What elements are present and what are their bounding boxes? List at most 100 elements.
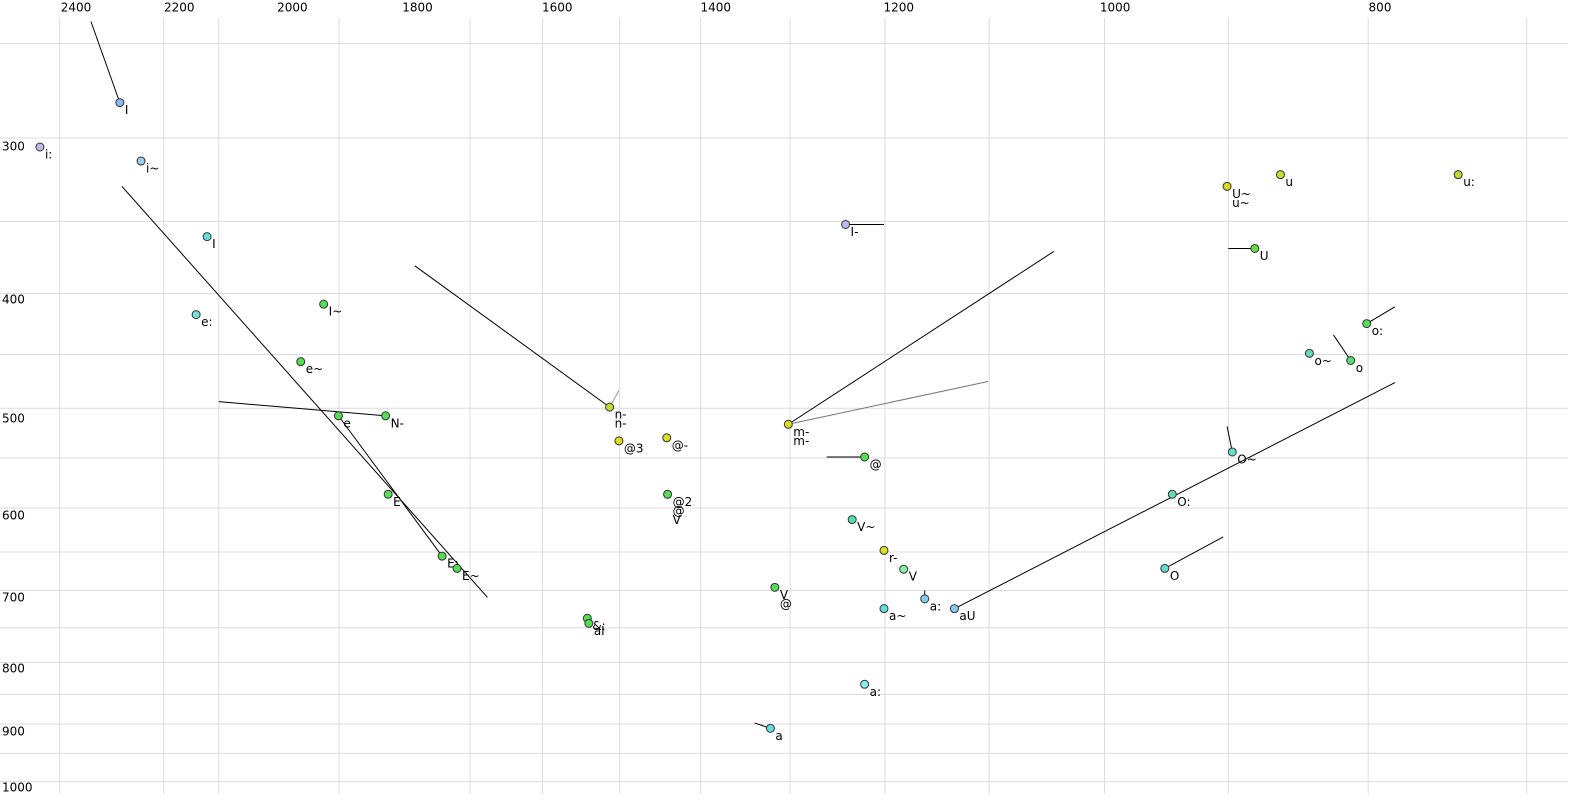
vowel-point [841,219,851,229]
vowel-point [191,310,201,320]
vowel-point [770,582,780,592]
vowel-label: aI [594,624,605,638]
vowel-label: O: [1177,495,1190,509]
vowel-label: r- [889,551,898,565]
vowel-point [920,594,930,604]
x-tick-label: 1800 [402,1,433,15]
vowel-label: @3 [624,441,644,455]
vowel-point [860,452,870,462]
vowel-point [1222,181,1232,191]
vowel-point [1227,447,1237,457]
vowel-label: @- [672,438,688,452]
vowel-point [1160,563,1170,573]
vowel-sublabel: @ [780,597,792,611]
trajectory [337,415,443,557]
x-tick-label: 2400 [61,1,92,15]
y-tick-label: 1000 [2,781,33,795]
trajectory [218,401,386,417]
vowel-point [879,604,889,614]
vowel-label: E [393,495,401,509]
vowel-point [1453,170,1463,180]
vowel-label: i~ [146,162,159,176]
vowel-label: V~ [857,520,875,534]
vowel-label: a~ [889,609,906,623]
vowel-point [1167,489,1177,499]
vowel-label: o~ [1314,354,1331,368]
x-tick-label: 1600 [542,1,573,15]
vowel-label: I [212,237,216,251]
x-tick-label: 1400 [700,1,731,15]
vowel-point [1346,355,1356,365]
y-tick-label: 300 [2,140,25,154]
vowel-point [115,98,125,108]
vowel-label: V [780,588,789,602]
vowel-label: O [1170,569,1179,583]
vowel-point [437,551,447,561]
x-tick-label: 1000 [1100,1,1131,15]
vowel-label: a: [870,685,881,699]
vowel-label: e~ [306,362,323,376]
vowel-label: E: [447,557,459,571]
vowel-sublabel: V [673,513,682,527]
vowel-label: aU [959,609,975,623]
vowel-label: I- [851,225,859,239]
vowel-point [614,436,624,446]
y-tick-label: 700 [2,591,25,605]
vowel-label: o: [1372,324,1383,338]
x-tick-label: 2000 [277,1,308,15]
vowel-label: m- [793,425,809,439]
vowel-label: N- [391,416,404,430]
vowel-point [879,545,889,555]
vowel-label: u: [1463,175,1475,189]
x-tick-label: 800 [1369,1,1392,15]
vowel-point [783,419,793,429]
vowel-label: E~ [462,569,480,583]
vowel-point [847,515,857,525]
y-tick-label: 900 [2,724,25,738]
vowel-label: e: [201,315,212,329]
vowel-point [1362,319,1372,329]
vowel-point [949,604,959,614]
vowel-point [605,402,615,412]
vowel-point [381,411,391,421]
trajectory [1333,334,1352,361]
y-tick-label: 800 [2,662,25,676]
trajectory [788,250,1055,425]
vowel-label: e [343,416,350,430]
vowel-point [1304,348,1314,358]
trajectory [121,185,488,598]
trajectory [1366,306,1396,325]
vowel-point [765,723,775,733]
vowel-label: I~ [329,305,343,319]
vowel-point [662,433,672,443]
vowel-sublabel: n- [615,417,627,431]
vowel-point [860,679,870,689]
trajectory [1164,536,1224,569]
vowel-label: n- [615,408,627,422]
vowel-point [1250,243,1260,253]
vowel-label: u [1285,175,1293,189]
vowel-point [136,156,146,166]
vowel-sublabel: m- [793,434,809,448]
vowel-point [35,142,45,152]
y-tick-label: 400 [2,293,25,307]
vowel-sublabel: u~ [1232,196,1250,210]
vowel-label: U [1260,249,1269,263]
vowel-label: &: [592,619,605,633]
vowel-point [296,357,306,367]
vowel-point [584,618,594,628]
y-tick-label: 500 [2,411,25,425]
vowel-point [1275,170,1285,180]
vowel-label: a [775,729,782,743]
vowel-point [663,489,673,499]
y-tick-label: 600 [2,509,25,523]
vowel-point [202,232,212,242]
vowel-label: i: [45,148,52,162]
vowel-point [383,489,393,499]
x-tick-label: 1200 [883,1,914,15]
vowel-label: I [125,103,129,117]
vowel-label: a: [930,599,941,613]
vowel-label: @2 [673,495,693,509]
vowel-point [899,564,909,574]
vowel-point [333,411,343,421]
